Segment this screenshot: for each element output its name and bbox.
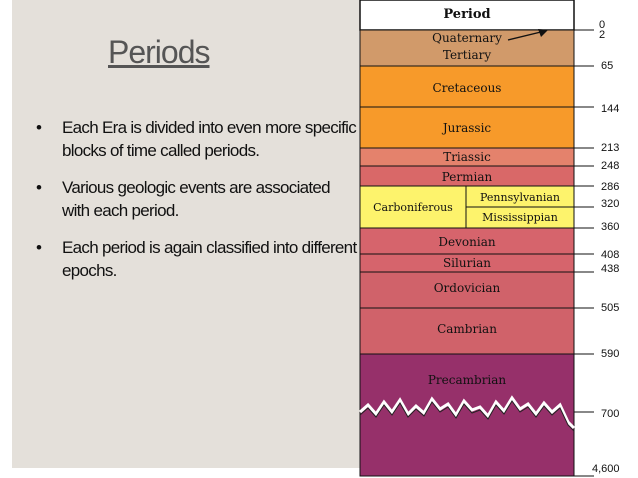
period-label-tertiary: Tertiary [443,48,491,62]
age-label: 408 [601,249,619,261]
period-label-cambrian: Cambrian [437,322,497,336]
period-band-cambrian [359,307,575,355]
time-break-zigzag [359,395,576,430]
period-band-devonian [359,227,575,255]
period-label-mississippian: Mississippian [482,211,558,224]
period-band-carboniferous [359,185,467,229]
bullet-item: • Each Era is divided into even more spec… [36,116,358,162]
age-label: 700 [601,408,619,420]
bullet-icon: • [36,238,42,257]
age-label: 213 [601,142,619,154]
period-band-jurassic [359,106,575,149]
bullet-item: • Each period is again classified into di… [36,236,358,282]
quaternary-arrow [507,30,546,41]
period-label-precambrian: Precambrian [428,373,507,387]
age-label: 590 [601,348,619,360]
age-label: 505 [601,302,619,314]
age-label: 0 [599,19,605,31]
slide-title: Periods [108,34,210,70]
slide-panel [12,0,360,468]
bullet-text: Each Era is divided into even more speci… [62,118,357,160]
period-label-ordovician: Ordovician [434,281,501,295]
period-label-cretaceous: Cretaceous [433,81,502,95]
period-label-permian: Permian [442,170,493,184]
period-label-quaternary: Quaternary [432,31,502,45]
period-band-cretaceous [359,65,575,108]
header-cell [359,0,575,31]
header-label: Period [443,7,490,22]
bullet-item: • Various geologic events are associated … [36,176,358,222]
period-band-ordovician [359,271,575,309]
age-label: 248 [601,160,619,172]
bullet-icon: • [36,118,42,137]
arrow-head-icon [538,29,548,37]
bullet-text: Each period is again classified into dif… [62,238,357,280]
period-label-jurassic: Jurassic [441,121,492,135]
age-label: 438 [601,263,619,275]
age-label: 4,600 [592,463,620,475]
period-label-triassic: Triassic [443,150,491,164]
time-break-zigzag-shadow [359,400,575,432]
age-label: 144 [601,103,619,115]
period-band-precambrian [359,353,575,477]
age-label: 65 [601,60,613,72]
age-label: 2 [599,29,605,41]
age-label: 320 [601,198,619,210]
age-label: 286 [601,181,619,193]
period-label-devonian: Devonian [438,235,495,249]
bullet-list: • Each Era is divided into even more spec… [36,116,358,296]
period-label-carboniferous: Carboniferous [373,201,453,214]
age-label: 360 [601,221,619,233]
period-label-pennsylvanian: Pennsylvanian [480,191,560,204]
period-band-tertiary [359,29,575,67]
bullet-text: Various geologic events are associated w… [62,178,331,220]
period-label-silurian: Silurian [443,256,491,270]
bullet-icon: • [36,178,42,197]
